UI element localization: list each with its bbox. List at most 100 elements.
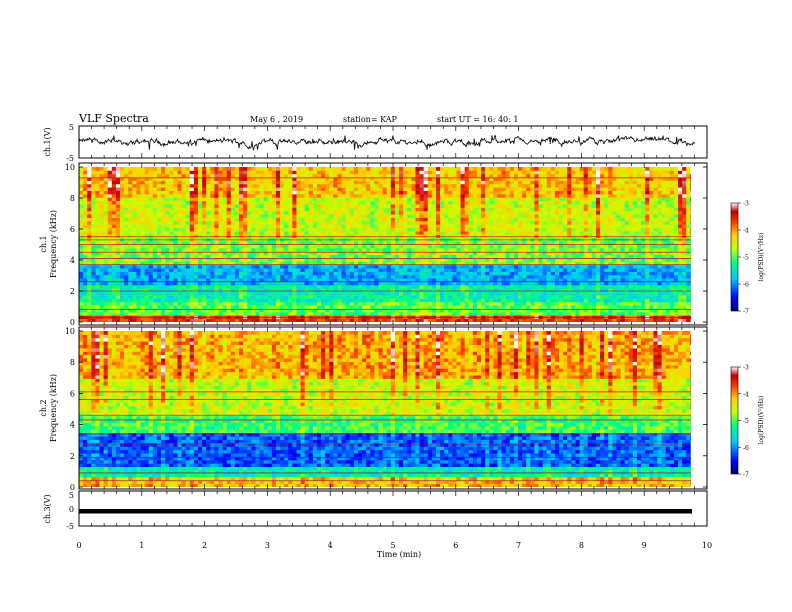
spec-cell — [460, 305, 466, 309]
spec-cell — [374, 254, 379, 259]
spec-cell — [120, 247, 125, 252]
spec-cell — [427, 301, 433, 306]
spec-cell — [136, 318, 141, 322]
spec-cell — [382, 224, 388, 229]
spec-cell — [271, 241, 277, 245]
spec-cell — [534, 241, 539, 245]
spec-cell — [616, 281, 621, 286]
spec-cell — [686, 271, 691, 276]
spec-cell — [91, 210, 96, 215]
spec-cell — [538, 227, 544, 232]
spec-cell — [419, 254, 425, 259]
spec-cell — [132, 247, 137, 252]
spec-cell — [226, 214, 232, 218]
spec-cell — [563, 241, 568, 245]
spec-cell — [575, 251, 580, 256]
spec-cell — [358, 318, 363, 322]
spec-cell — [148, 244, 154, 249]
spec-cell — [243, 311, 248, 316]
spec-cell — [587, 224, 593, 229]
spec-cell — [202, 298, 207, 303]
spec-cell — [329, 234, 334, 239]
spec-cell — [197, 288, 203, 293]
spec-cell — [329, 288, 334, 293]
spec-cell — [669, 217, 675, 222]
spec-cell — [79, 308, 84, 313]
spec-cell — [115, 264, 121, 269]
spec-cell — [120, 274, 125, 279]
spec-cell — [243, 318, 248, 322]
spec-cell — [144, 295, 150, 299]
spec-cell — [632, 318, 638, 322]
spec-cell — [275, 214, 281, 218]
spec-cell — [415, 251, 420, 256]
spec-cell — [546, 217, 552, 222]
spec-cell — [239, 257, 244, 262]
spec-cell — [263, 274, 269, 279]
spec-cell — [501, 268, 507, 272]
spec-cell — [637, 268, 642, 272]
spec-cell — [661, 291, 667, 296]
spec-cell — [161, 231, 166, 235]
spec-cell — [292, 308, 297, 313]
spec-cell — [366, 254, 371, 259]
spec-cell — [300, 234, 306, 239]
spec-cell — [661, 244, 667, 249]
spec-cell — [534, 257, 539, 262]
spec-cell — [292, 295, 297, 299]
spec-cell — [222, 278, 228, 282]
spec-cell — [226, 284, 232, 289]
spec-cell — [239, 220, 244, 225]
spec-cell — [624, 271, 630, 276]
spec-cell — [316, 214, 322, 218]
spec-cell — [366, 281, 371, 286]
spec-cell — [571, 268, 576, 272]
spec-cell — [546, 234, 552, 239]
spec-cell — [505, 264, 511, 269]
spec-cell — [288, 220, 293, 225]
spec-cell — [103, 251, 109, 256]
spec-cell — [448, 217, 453, 222]
spec-cell — [144, 298, 150, 303]
spec-cell — [267, 288, 273, 293]
spec-cell — [358, 298, 363, 303]
spec-cell — [161, 254, 166, 259]
spec-cell — [559, 261, 564, 266]
spec-cell — [271, 281, 277, 286]
spec-cell — [202, 244, 207, 249]
spec-cell — [550, 251, 556, 256]
spec-cell — [370, 301, 375, 306]
spec-cell — [382, 298, 388, 303]
spec-cell — [144, 241, 150, 245]
spec-cell — [226, 254, 232, 259]
spec-cell — [567, 254, 572, 259]
spec-cell — [107, 227, 113, 232]
spec-cell — [304, 254, 310, 259]
spec-cell — [637, 288, 642, 293]
spec-cell — [193, 254, 199, 259]
spec-cell — [440, 308, 445, 313]
spec-cell — [197, 254, 203, 259]
spec-cell — [152, 281, 158, 286]
spec-cell — [649, 288, 654, 293]
spec-cell — [115, 257, 121, 262]
spec-cell — [382, 308, 388, 313]
spec-cell — [530, 231, 535, 235]
spec-cell — [288, 254, 293, 259]
spec-cell — [124, 214, 129, 218]
spec-cell — [358, 231, 363, 235]
spec-cell — [288, 241, 293, 245]
spec-cell — [316, 231, 322, 235]
spec-cell — [493, 301, 498, 306]
spec-cell — [333, 308, 338, 313]
spec-cell — [128, 257, 133, 262]
spec-cell — [616, 247, 621, 252]
spec-cell — [321, 257, 326, 262]
spec-cell — [649, 220, 654, 225]
spec-cell — [403, 234, 408, 239]
spec-cell — [448, 220, 453, 225]
spec-cell — [530, 271, 535, 276]
spec-cell — [230, 288, 236, 293]
spec-cell — [243, 251, 248, 256]
spec-cell — [624, 261, 630, 266]
